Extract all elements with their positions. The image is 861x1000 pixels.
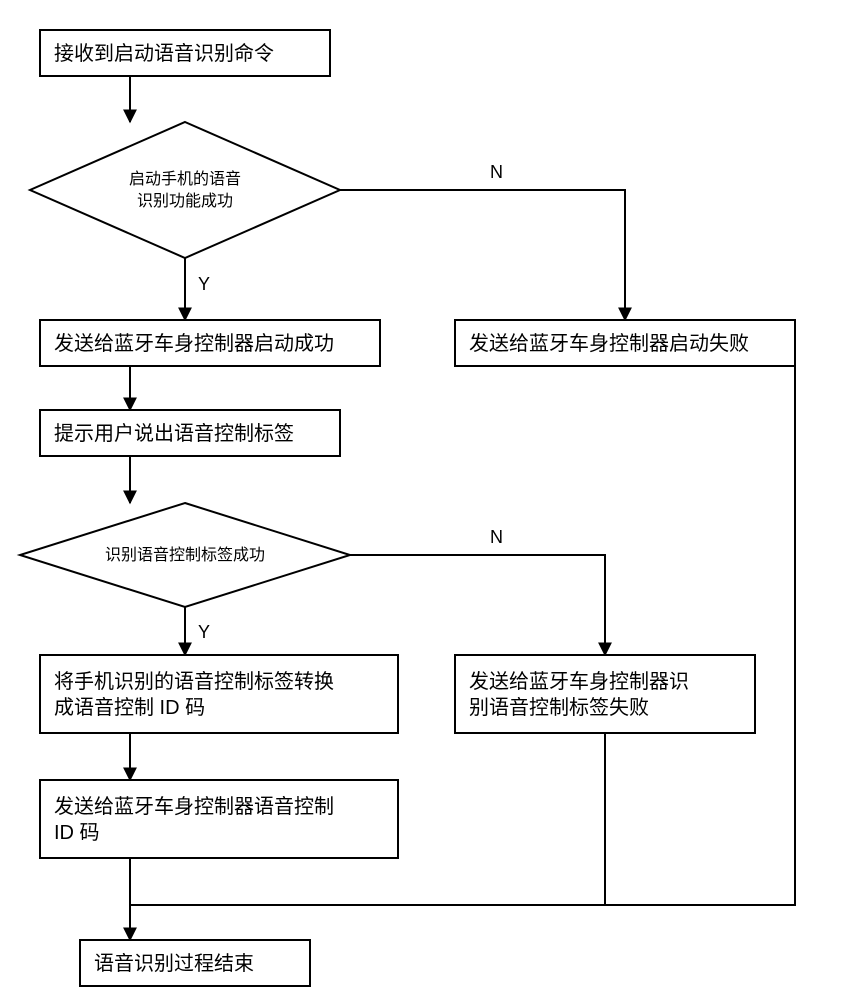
- node-text: 将手机识别的语音控制标签转换: [54, 670, 334, 693]
- node-text: 识别语音控制标签成功: [105, 546, 265, 564]
- nodes: 接收到启动语音识别命令启动手机的语音识别功能成功发送给蓝牙车身控制器启动成功发送…: [20, 30, 795, 986]
- node-send: 发送给蓝牙车身控制器语音控制 ID 码: [40, 780, 398, 858]
- node-left2: 将手机识别的语音控制标签转换成语音控制 ID 码: [40, 655, 398, 733]
- edge-label: Y: [198, 274, 210, 294]
- node-text: 发送给蓝牙车身控制器启动成功: [54, 332, 334, 355]
- node-text: 发送给蓝牙车身控制器语音控制: [54, 795, 334, 818]
- edge: [350, 555, 605, 655]
- node-text: ID 码: [54, 822, 100, 844]
- node-decision1: 启动手机的语音识别功能成功: [30, 122, 340, 258]
- edge-label: Y: [198, 622, 210, 642]
- node-left1: 发送给蓝牙车身控制器启动成功: [40, 320, 380, 366]
- node-right2: 发送给蓝牙车身控制器识别语音控制标签失败: [455, 655, 755, 733]
- node-prompt: 提示用户说出语音控制标签: [40, 410, 340, 456]
- edge: [340, 190, 625, 320]
- node-decision2: 识别语音控制标签成功: [20, 503, 350, 607]
- node-text: 语音识别过程结束: [94, 952, 254, 975]
- node-start: 接收到启动语音识别命令: [40, 30, 330, 76]
- node-text: 发送给蓝牙车身控制器启动失败: [469, 332, 749, 355]
- node-text: 识别功能成功: [137, 192, 233, 210]
- node-text: 提示用户说出语音控制标签: [54, 422, 294, 445]
- node-text: 接收到启动语音识别命令: [54, 42, 274, 65]
- node-end: 语音识别过程结束: [80, 940, 310, 986]
- edge-label: N: [490, 162, 503, 182]
- node-text: 成语音控制 ID 码: [54, 696, 205, 719]
- node-text: 启动手机的语音: [129, 170, 241, 188]
- edge-label: N: [490, 527, 503, 547]
- node-right1: 发送给蓝牙车身控制器启动失败: [455, 320, 795, 366]
- node-text: 发送给蓝牙车身控制器识: [469, 670, 689, 693]
- node-text: 别语音控制标签失败: [469, 696, 649, 719]
